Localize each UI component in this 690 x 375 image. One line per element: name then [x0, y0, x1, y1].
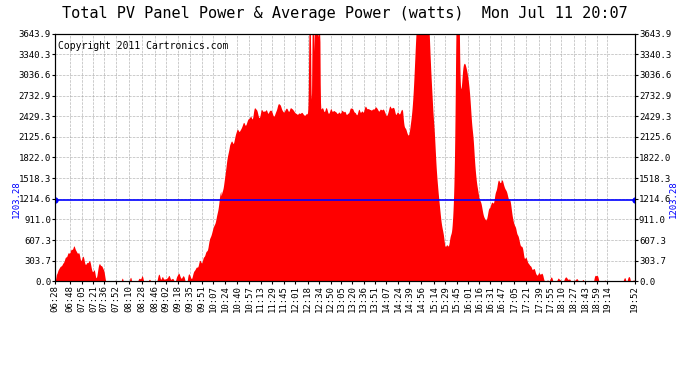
Text: 1203.28: 1203.28	[669, 181, 678, 218]
Text: 1203.28: 1203.28	[12, 181, 21, 218]
Text: Copyright 2011 Cartronics.com: Copyright 2011 Cartronics.com	[58, 41, 228, 51]
Text: Total PV Panel Power & Average Power (watts)  Mon Jul 11 20:07: Total PV Panel Power & Average Power (wa…	[62, 6, 628, 21]
